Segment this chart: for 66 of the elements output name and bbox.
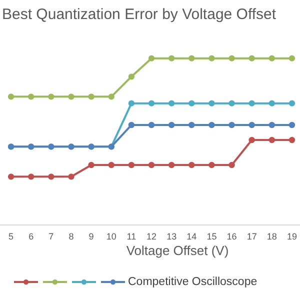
point	[228, 100, 235, 106]
point	[288, 100, 296, 106]
x-axis-title: Voltage Offset (V)	[125, 243, 230, 258]
point	[148, 122, 155, 128]
point	[128, 162, 135, 168]
point	[148, 100, 155, 106]
x-tick-label: 5	[8, 231, 14, 242]
point	[208, 162, 215, 168]
point	[208, 55, 215, 62]
x-tick-label: 14	[186, 231, 197, 242]
point	[248, 55, 255, 62]
x-tick-label: 8	[68, 231, 74, 242]
x-tick-label: 18	[266, 231, 277, 242]
point	[8, 174, 14, 180]
x-tick-label: 10	[106, 231, 116, 242]
point	[168, 55, 175, 62]
point	[168, 122, 175, 128]
point	[108, 94, 114, 100]
x-tick-label: 6	[28, 231, 34, 242]
point	[248, 100, 255, 106]
point	[208, 100, 215, 106]
point	[248, 136, 255, 144]
x-tick-label: 12	[146, 231, 157, 242]
x-tick-label: 7	[48, 231, 54, 242]
point	[188, 55, 195, 62]
point	[228, 162, 235, 168]
point	[148, 55, 155, 62]
point	[288, 55, 296, 62]
x-tick-label: 15	[206, 231, 217, 242]
chart-title: Best Quantization Error by Voltage Offset	[2, 6, 276, 23]
point	[128, 122, 135, 128]
point	[128, 100, 135, 106]
x-tick-label: 13	[166, 231, 177, 242]
point	[288, 136, 296, 144]
point	[268, 122, 276, 128]
point	[188, 100, 195, 106]
point	[108, 162, 114, 168]
point	[68, 94, 74, 100]
x-tick-label: 19	[286, 231, 297, 242]
point	[248, 122, 255, 128]
x-tick-label: 17	[246, 231, 257, 242]
point	[188, 122, 195, 128]
point	[28, 94, 34, 100]
point	[288, 122, 296, 128]
point	[208, 122, 215, 128]
point	[88, 162, 94, 168]
x-tick-label: 16	[226, 231, 237, 242]
point	[48, 94, 54, 100]
point	[148, 162, 155, 168]
point	[268, 136, 276, 144]
point	[68, 174, 74, 180]
point	[188, 162, 195, 168]
point	[168, 162, 175, 168]
point	[128, 74, 135, 80]
point	[228, 55, 235, 62]
point	[28, 174, 34, 180]
x-tick-label: 11	[126, 231, 136, 242]
legend-label: Competitive Oscilloscope	[128, 276, 258, 288]
point	[268, 100, 276, 106]
x-tick-label: 9	[88, 231, 94, 242]
point	[268, 55, 276, 62]
point	[228, 122, 235, 128]
point	[168, 100, 175, 106]
point	[88, 94, 94, 100]
point	[48, 174, 54, 180]
point	[8, 94, 14, 100]
